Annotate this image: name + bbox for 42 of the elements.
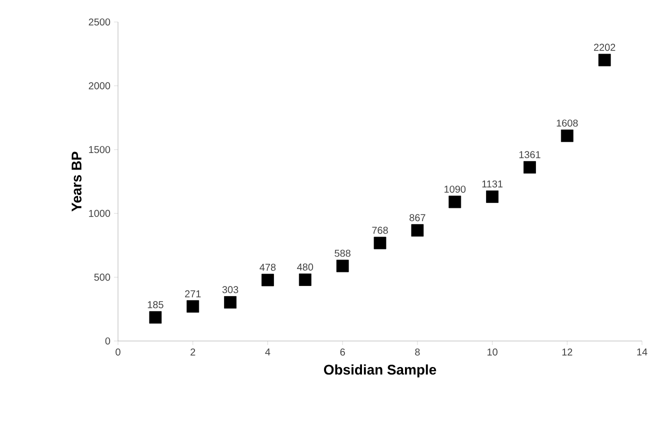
data-label: 1361 xyxy=(519,151,540,158)
data-label: 1131 xyxy=(482,180,503,188)
data-label: 1090 xyxy=(444,186,466,193)
y-tick-label: 2000 xyxy=(88,82,110,90)
data-label: 303 xyxy=(222,286,238,294)
data-label: 185 xyxy=(148,301,164,308)
y-tick-label: 2500 xyxy=(88,18,110,26)
point xyxy=(336,260,349,272)
x-tick-label: 2 xyxy=(190,348,196,356)
point xyxy=(224,296,236,309)
point xyxy=(486,190,498,203)
point xyxy=(298,274,312,286)
x-tick-label: 10 xyxy=(488,348,498,356)
data-label: 271 xyxy=(185,290,201,298)
x-tick-label: 12 xyxy=(562,348,572,356)
y-tick-label: 1000 xyxy=(89,210,110,217)
point xyxy=(524,161,536,174)
x-tick-label: 8 xyxy=(415,348,420,356)
data-label: 867 xyxy=(410,214,426,222)
y-tick-label: 0 xyxy=(105,337,110,345)
x-tick-label: 6 xyxy=(340,348,345,356)
x-tick-label: 14 xyxy=(637,348,648,356)
point xyxy=(598,54,611,66)
data-label: 1608 xyxy=(556,120,578,127)
point xyxy=(149,311,162,324)
x-axis-title: Obsidian Sample xyxy=(324,364,436,378)
data-label: 480 xyxy=(297,264,314,271)
point xyxy=(411,224,424,237)
y-tick-label: 500 xyxy=(94,274,110,281)
point xyxy=(186,300,200,313)
data-label: 768 xyxy=(372,226,388,234)
point xyxy=(448,196,462,208)
point xyxy=(374,236,386,250)
data-label: 2202 xyxy=(594,44,616,51)
x-tick-label: 4 xyxy=(265,348,270,356)
point xyxy=(262,274,274,286)
y-axis-title: Years BP xyxy=(72,152,82,212)
x-tick-label: 0 xyxy=(116,348,120,356)
data-label: 478 xyxy=(260,264,276,271)
point xyxy=(560,130,574,142)
data-label: 588 xyxy=(334,250,350,257)
y-tick-label: 1500 xyxy=(89,146,110,154)
